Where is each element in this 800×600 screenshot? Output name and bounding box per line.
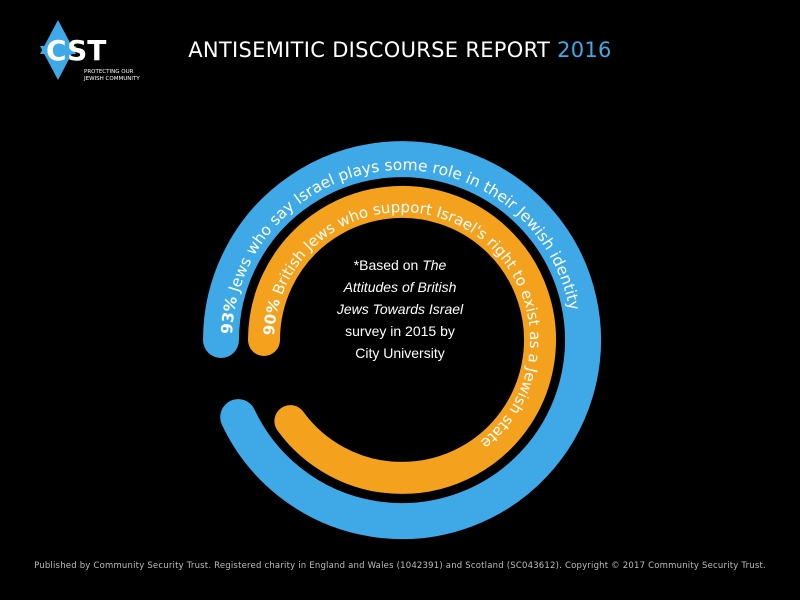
page-title: ANTISEMITIC DISCOURSE REPORT 2016 xyxy=(0,38,800,62)
title-text: ANTISEMITIC DISCOURSE REPORT xyxy=(188,38,551,62)
note-line3-italic: Jews Towards Israel xyxy=(336,301,464,317)
note-line1-italic: The xyxy=(422,257,447,273)
source-note: *Based on The Attitudes of British Jews … xyxy=(318,254,482,364)
star-of-david-icon: CST PROTECTING OUR JEWISH COMMUNITY xyxy=(40,20,140,82)
logo-tagline-2: JEWISH COMMUNITY xyxy=(83,76,140,82)
bar-jews-israel-identity xyxy=(203,141,601,540)
logo-text: CST xyxy=(46,34,106,67)
title-year: 2016 xyxy=(557,38,612,62)
bar-support-right-to-exist xyxy=(248,185,556,494)
note-line5: City University xyxy=(355,345,445,361)
note-line4: survey in 2015 by xyxy=(345,323,455,339)
pct-label-90: 90% xyxy=(260,297,284,336)
logo-tagline-1: PROTECTING OUR xyxy=(84,69,134,75)
pct-label-93: 93% xyxy=(218,294,241,334)
note-line1: *Based on xyxy=(353,257,423,273)
footer-copyright: Published by Community Security Trust. R… xyxy=(34,561,766,571)
note-line2-italic: Attitudes of British xyxy=(343,279,457,295)
cst-logo: CST PROTECTING OUR JEWISH COMMUNITY xyxy=(36,18,146,88)
